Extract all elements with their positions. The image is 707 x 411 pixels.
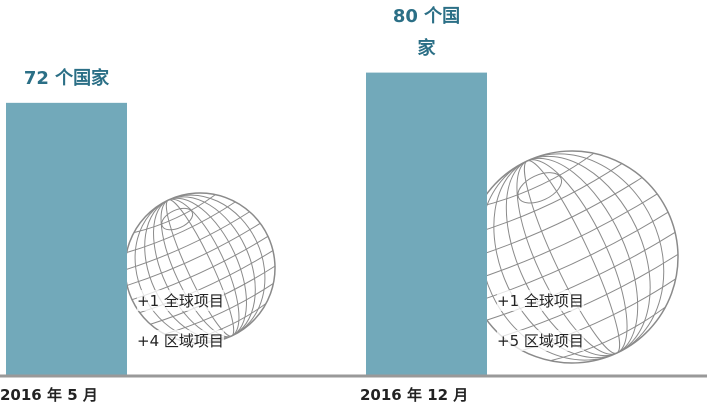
globe-note: +4 区域项目 — [137, 330, 224, 351]
parallel — [126, 201, 236, 254]
pole — [517, 172, 563, 204]
parallel — [550, 306, 666, 362]
parallel — [126, 222, 261, 286]
value-label: 72 个国家 — [23, 67, 110, 89]
value-label: 80 个国家 — [392, 5, 461, 59]
bar — [6, 102, 127, 375]
parallel — [133, 194, 216, 234]
parallel — [486, 231, 676, 321]
globe-note: +1 全球项目 — [497, 290, 584, 311]
pole — [161, 207, 194, 231]
bar — [366, 72, 487, 375]
parallel — [468, 163, 623, 236]
globe-note: +1 全球项目 — [137, 290, 224, 311]
parallel — [478, 152, 595, 208]
parallel — [465, 177, 643, 261]
parallel — [501, 253, 679, 337]
parallel — [468, 193, 658, 283]
x-tick-label: 2016 年 5 月 — [0, 386, 98, 404]
x-tick-label: 2016 年 12 月 — [360, 386, 469, 404]
parallel — [124, 211, 250, 271]
globe-note: +5 区域项目 — [497, 330, 584, 351]
meridian — [479, 153, 665, 361]
